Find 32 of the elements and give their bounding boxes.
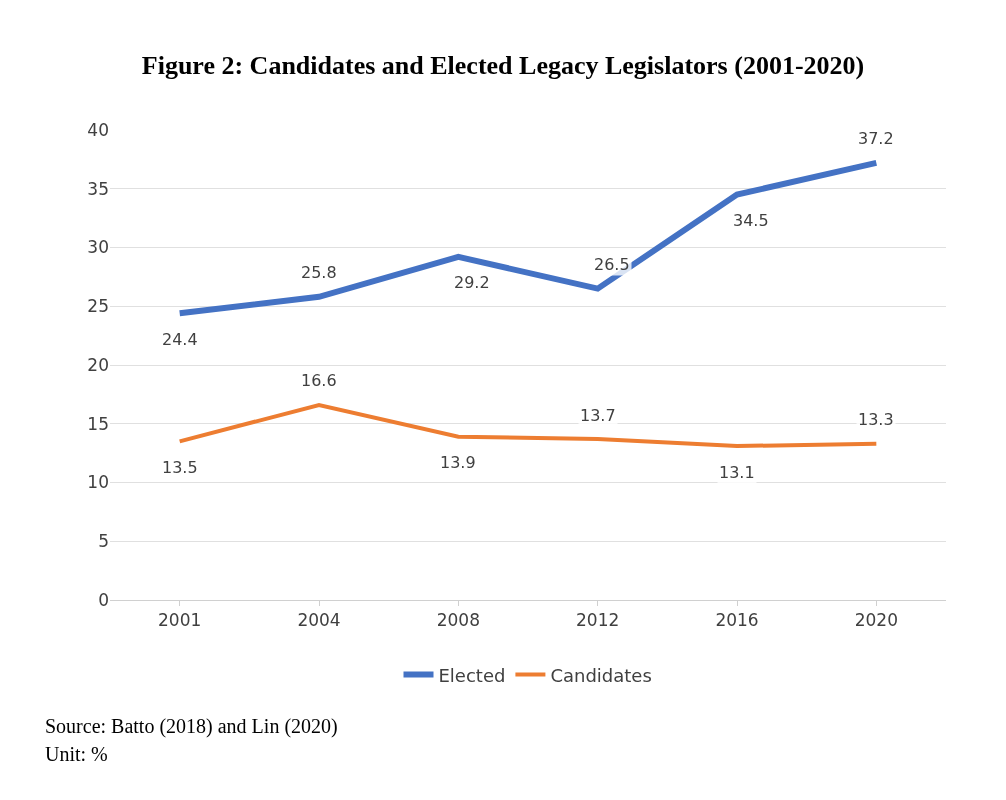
y-tick-label: 15 <box>87 413 109 434</box>
data-label: 24.4 <box>162 330 198 349</box>
y-tick-label: 25 <box>87 296 109 317</box>
data-label: 13.7 <box>580 406 616 425</box>
data-label: 13.5 <box>162 458 198 477</box>
x-tick-label: 2016 <box>715 610 759 631</box>
x-tick-label: 2008 <box>436 610 480 631</box>
data-label: 16.6 <box>301 371 337 390</box>
chart-title: Figure 2: Candidates and Elected Legacy Legislators (2001-2020) <box>141 51 865 81</box>
y-tick-label: 0 <box>98 589 109 610</box>
legend-label: Candidates <box>550 664 652 686</box>
data-label: 26.5 <box>594 255 630 274</box>
x-tick-label: 2004 <box>297 610 341 631</box>
data-label: 13.9 <box>440 453 476 472</box>
y-tick-label: 40 <box>87 119 109 140</box>
x-tick-label: 2001 <box>158 610 202 631</box>
legend-label: Elected <box>438 664 506 686</box>
data-label: 13.1 <box>719 463 755 482</box>
data-label: 25.8 <box>301 263 337 282</box>
data-label: 34.5 <box>733 211 769 230</box>
x-tick-label: 2020 <box>854 610 898 631</box>
data-label: 13.3 <box>858 410 894 429</box>
y-tick-label: 10 <box>87 472 109 493</box>
text: Unit: % <box>45 743 108 765</box>
data-label: 37.2 <box>858 129 894 148</box>
x-tick-label: 2012 <box>576 610 620 631</box>
data-label: 29.2 <box>454 273 490 292</box>
y-tick-label: 35 <box>87 178 109 199</box>
y-tick-label: 20 <box>87 354 109 375</box>
y-tick-label: 5 <box>98 531 109 552</box>
y-tick-label: 30 <box>87 237 109 258</box>
source-note: Source: Batto (2018) and Lin (2020) <box>45 715 338 738</box>
